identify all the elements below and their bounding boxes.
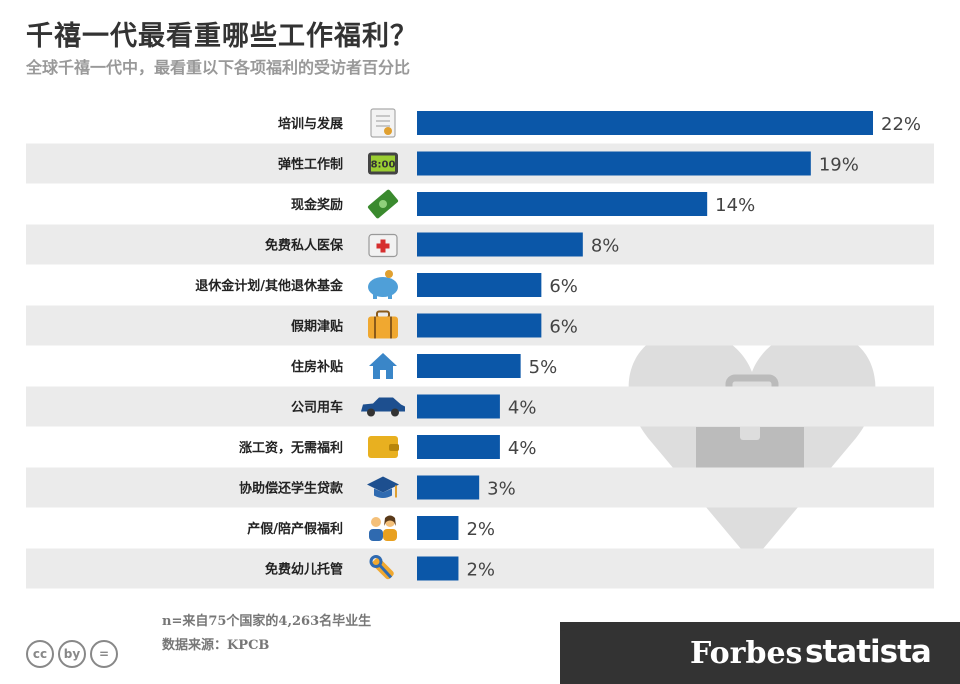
- attribution-icon[interactable]: by: [58, 640, 86, 668]
- certificate-icon: [370, 108, 396, 138]
- heart-briefcase-illustration: [628, 330, 876, 562]
- sample-note: n=来自75个国家的4,263名毕业生: [162, 614, 372, 629]
- bar: [417, 475, 480, 500]
- category-label: 协助偿还学生贷款: [239, 481, 344, 497]
- value-label: 4%: [508, 398, 537, 419]
- value-label: 6%: [549, 276, 578, 297]
- category-label: 公司用车: [291, 400, 343, 416]
- bar: [417, 273, 542, 297]
- bar: [417, 516, 459, 540]
- category-label: 涨工资，无需福利: [238, 440, 343, 456]
- category-label: 免费幼儿托管: [265, 562, 343, 578]
- first-aid-kit-icon: [368, 233, 398, 258]
- forbes-logo[interactable]: Forbes: [690, 636, 803, 671]
- category-label: 培训与发展: [278, 116, 344, 132]
- value-label: 3%: [487, 479, 516, 500]
- cash-icon: [367, 189, 399, 219]
- row-stripe: [26, 548, 934, 589]
- row-stripe: [26, 467, 934, 508]
- category-label: 退休金计划/其他退休基金: [195, 278, 344, 294]
- piggy-bank-icon: [368, 270, 398, 299]
- cc-license-icon[interactable]: cc: [26, 640, 54, 668]
- bar: [417, 151, 811, 176]
- svg-text:8:00: 8:00: [371, 160, 396, 171]
- house-icon: [369, 353, 397, 379]
- alarm-clock-icon: 8:00: [368, 152, 398, 175]
- statista-logo[interactable]: statista: [805, 634, 932, 670]
- footer-curve: [470, 622, 960, 684]
- bar: [417, 354, 521, 378]
- category-label: 假期津贴: [291, 319, 343, 335]
- category-label: 弹性工作制: [278, 157, 343, 173]
- value-label: 14%: [715, 195, 755, 216]
- bar: [417, 556, 459, 581]
- value-label: 8%: [591, 236, 620, 257]
- category-label: 免费私人医保: [265, 238, 344, 254]
- bar: [417, 313, 542, 338]
- parents-icon: [369, 515, 397, 541]
- suitcase-icon: [368, 310, 398, 339]
- bar: [417, 232, 583, 257]
- value-label: 19%: [819, 155, 859, 176]
- category-label: 住房补贴: [291, 359, 343, 375]
- value-label: 22%: [881, 114, 921, 135]
- baby-bottle-icon: [369, 555, 394, 580]
- chart-subtitle: 全球千禧一代中，最看重以下各项福利的受访者百分比: [26, 58, 411, 77]
- chart-title: 千禧一代最看重哪些工作福利？: [26, 21, 418, 52]
- bar: [417, 192, 708, 216]
- category-label: 产假/陪产假福利: [247, 521, 343, 537]
- value-label: 2%: [466, 519, 495, 540]
- value-label: 6%: [549, 317, 578, 338]
- category-label: 现金奖励: [291, 197, 343, 213]
- car-icon: [361, 397, 405, 417]
- value-label: 5%: [529, 357, 558, 378]
- value-label: 2%: [466, 560, 495, 581]
- wallet-icon: [368, 436, 399, 458]
- bar: [417, 111, 873, 135]
- no-derivatives-icon[interactable]: =: [90, 640, 118, 668]
- graduation-cap-icon: [367, 476, 399, 498]
- bar: [417, 394, 500, 419]
- bar: [417, 435, 500, 459]
- value-label: 4%: [508, 438, 537, 459]
- source-note: 数据来源：KPCB: [162, 638, 270, 653]
